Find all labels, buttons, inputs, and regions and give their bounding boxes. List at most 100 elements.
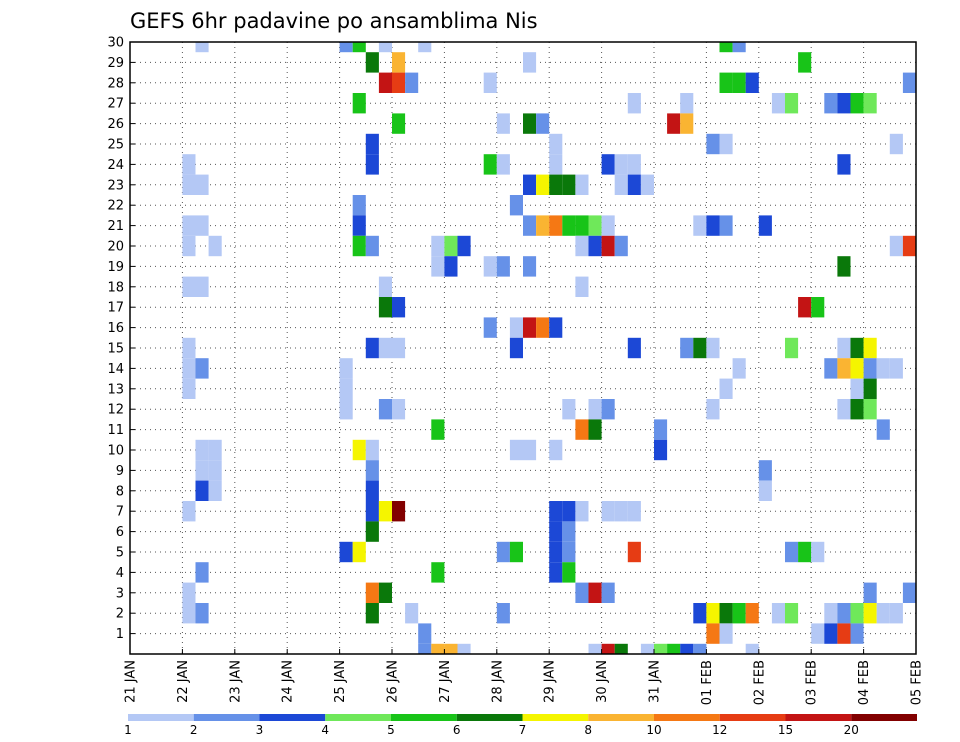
y-tick-label: 18 — [107, 280, 124, 295]
precip-cell — [719, 378, 733, 399]
colorbar-label: 8 — [584, 723, 592, 737]
precip-cell — [549, 521, 563, 542]
precip-cell — [392, 297, 406, 318]
precip-cell — [405, 603, 419, 624]
precip-cell — [378, 399, 392, 420]
precip-cell — [837, 337, 851, 359]
precip-cell — [837, 256, 851, 277]
precip-cell — [654, 643, 668, 654]
y-tick-label: 27 — [107, 97, 124, 112]
precip-cell — [562, 399, 576, 420]
precip-cell — [444, 235, 458, 257]
precip-cell — [365, 235, 379, 257]
precip-cell — [549, 154, 563, 175]
y-tick-label: 10 — [107, 444, 124, 459]
precip-cell — [339, 358, 353, 379]
precip-cell — [706, 603, 720, 624]
precip-cell — [496, 256, 510, 277]
x-tick-label: 31 JAN — [648, 660, 663, 703]
precip-cell — [365, 582, 379, 603]
precip-cell — [392, 337, 406, 359]
precip-cell — [431, 643, 445, 654]
precip-cell — [444, 643, 458, 654]
y-tick-label: 28 — [107, 76, 124, 91]
y-tick-label: 23 — [107, 178, 124, 193]
precip-cell — [758, 215, 772, 236]
precip-cell — [352, 42, 366, 53]
precip-cell — [798, 541, 812, 563]
y-tick-label: 4 — [116, 566, 124, 581]
precip-cell — [667, 643, 681, 654]
precip-cell — [837, 399, 851, 420]
x-tick-label: 01 FEB — [700, 660, 715, 705]
precip-cell — [785, 337, 799, 359]
precip-cell — [562, 215, 576, 236]
precip-cell — [339, 399, 353, 420]
precip-cell — [654, 439, 668, 461]
precip-cell — [509, 541, 523, 563]
colorbar-label: 5 — [387, 723, 395, 737]
colorbar-label: 6 — [453, 723, 461, 737]
precip-cell — [627, 174, 641, 195]
precip-cell — [195, 460, 209, 481]
colorbar-segment — [654, 714, 720, 721]
precip-cell — [208, 439, 222, 461]
precip-cell — [208, 460, 222, 481]
precip-cell — [365, 460, 379, 481]
colorbar-segment — [522, 714, 589, 721]
precip-cell — [758, 460, 772, 481]
precip-cell — [850, 399, 864, 420]
y-tick-label: 25 — [107, 138, 124, 153]
precip-cell — [837, 358, 851, 379]
x-tick-label: 27 JAN — [438, 660, 453, 703]
precip-cell — [745, 643, 759, 654]
precip-cell — [575, 419, 589, 440]
y-tick-label: 21 — [107, 219, 124, 234]
precip-cell — [680, 643, 694, 654]
precip-cell — [378, 72, 392, 93]
precip-cell — [352, 235, 366, 257]
precip-cell — [719, 42, 733, 53]
y-tick-label: 22 — [107, 199, 124, 214]
precip-cell — [352, 439, 366, 461]
precip-cell — [811, 297, 825, 318]
precip-cell — [195, 480, 209, 501]
precip-cell — [496, 113, 510, 134]
precip-cell — [824, 623, 838, 644]
precip-cell — [732, 42, 746, 53]
precip-cell — [457, 643, 471, 654]
precip-cell — [588, 582, 602, 603]
precip-cell — [182, 174, 196, 195]
precip-cell — [392, 113, 406, 134]
precip-cell — [601, 501, 615, 522]
precip-cell — [627, 541, 641, 563]
precip-cell — [588, 235, 602, 257]
precip-cell — [182, 154, 196, 175]
precip-cell — [431, 419, 445, 440]
precip-cell — [771, 603, 785, 624]
colorbar-segment — [193, 714, 260, 721]
precip-cell — [195, 276, 209, 297]
precip-cell — [798, 52, 812, 73]
precip-cell — [719, 215, 733, 236]
precip-cell — [850, 337, 864, 359]
precip-cell — [523, 439, 537, 461]
precip-cell — [392, 501, 406, 522]
precip-cell — [352, 93, 366, 114]
precip-cell — [444, 256, 458, 277]
precip-cell — [588, 643, 602, 654]
precip-cell — [850, 378, 864, 399]
precip-cell — [601, 235, 615, 257]
precip-cell — [195, 358, 209, 379]
precip-cell — [182, 582, 196, 603]
precip-cell — [627, 501, 641, 522]
precip-cell — [601, 643, 615, 654]
precip-cell — [601, 215, 615, 236]
precip-cell — [902, 582, 916, 603]
precip-cell — [195, 42, 209, 53]
y-tick-label: 19 — [107, 260, 124, 275]
x-tick-label: 28 JAN — [490, 660, 505, 703]
precip-cell — [863, 93, 877, 114]
precip-cell — [667, 113, 681, 134]
precip-cell — [837, 603, 851, 624]
